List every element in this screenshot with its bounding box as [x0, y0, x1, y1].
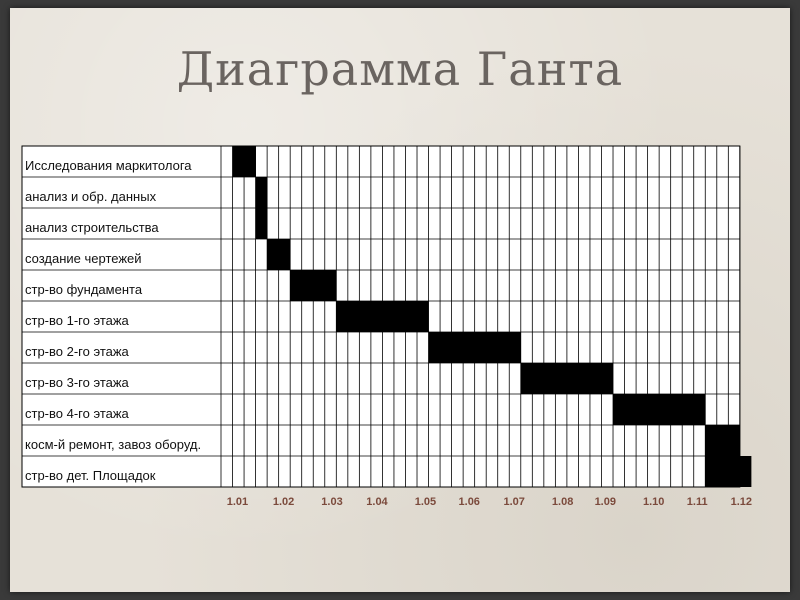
date-tick-label: 1.05 — [415, 496, 436, 508]
date-tick-label: 1.03 — [321, 496, 342, 508]
gantt-bar — [705, 456, 752, 487]
task-label: стр-во дет. Площадок — [25, 468, 156, 483]
task-label: Исследования маркитолога — [25, 158, 192, 173]
gantt-bar — [705, 425, 740, 456]
task-label: создание чертежей — [25, 251, 142, 266]
gantt-bar — [290, 270, 337, 301]
gantt-bar — [428, 332, 521, 363]
date-tick-label: 1.06 — [459, 496, 480, 508]
task-label: стр-во 1-го этажа — [25, 313, 130, 328]
date-tick-label: 1.11 — [687, 496, 708, 508]
date-tick-label: 1.02 — [273, 496, 294, 508]
gantt-bar — [267, 239, 291, 270]
gantt-bar — [232, 146, 256, 177]
task-label: стр-во 2-го этажа — [25, 344, 130, 359]
task-label: стр-во 3-го этажа — [25, 375, 130, 390]
gantt-bar — [613, 394, 706, 425]
task-label: анализ и обр. данных — [25, 189, 157, 204]
date-tick-label: 1.08 — [552, 496, 573, 508]
task-label: стр-во фундамента — [25, 282, 143, 297]
date-tick-label: 1.09 — [595, 496, 616, 508]
gantt-bar — [255, 177, 268, 208]
gantt-bar — [336, 301, 429, 332]
task-label: анализ строительства — [25, 220, 159, 235]
date-tick-label: 1.07 — [503, 496, 524, 508]
page-title: Диаграмма Ганта — [176, 42, 624, 96]
date-tick-label: 1.04 — [366, 496, 388, 508]
task-label: косм-й ремонт, завоз оборуд. — [25, 437, 201, 452]
gantt-bar — [255, 208, 268, 239]
date-tick-label: 1.01 — [227, 496, 248, 508]
task-label: стр-во 4-го этажа — [25, 406, 130, 421]
date-tick-label: 1.12 — [731, 496, 752, 508]
date-tick-label: 1.10 — [643, 496, 664, 508]
gantt-bar — [520, 363, 614, 394]
